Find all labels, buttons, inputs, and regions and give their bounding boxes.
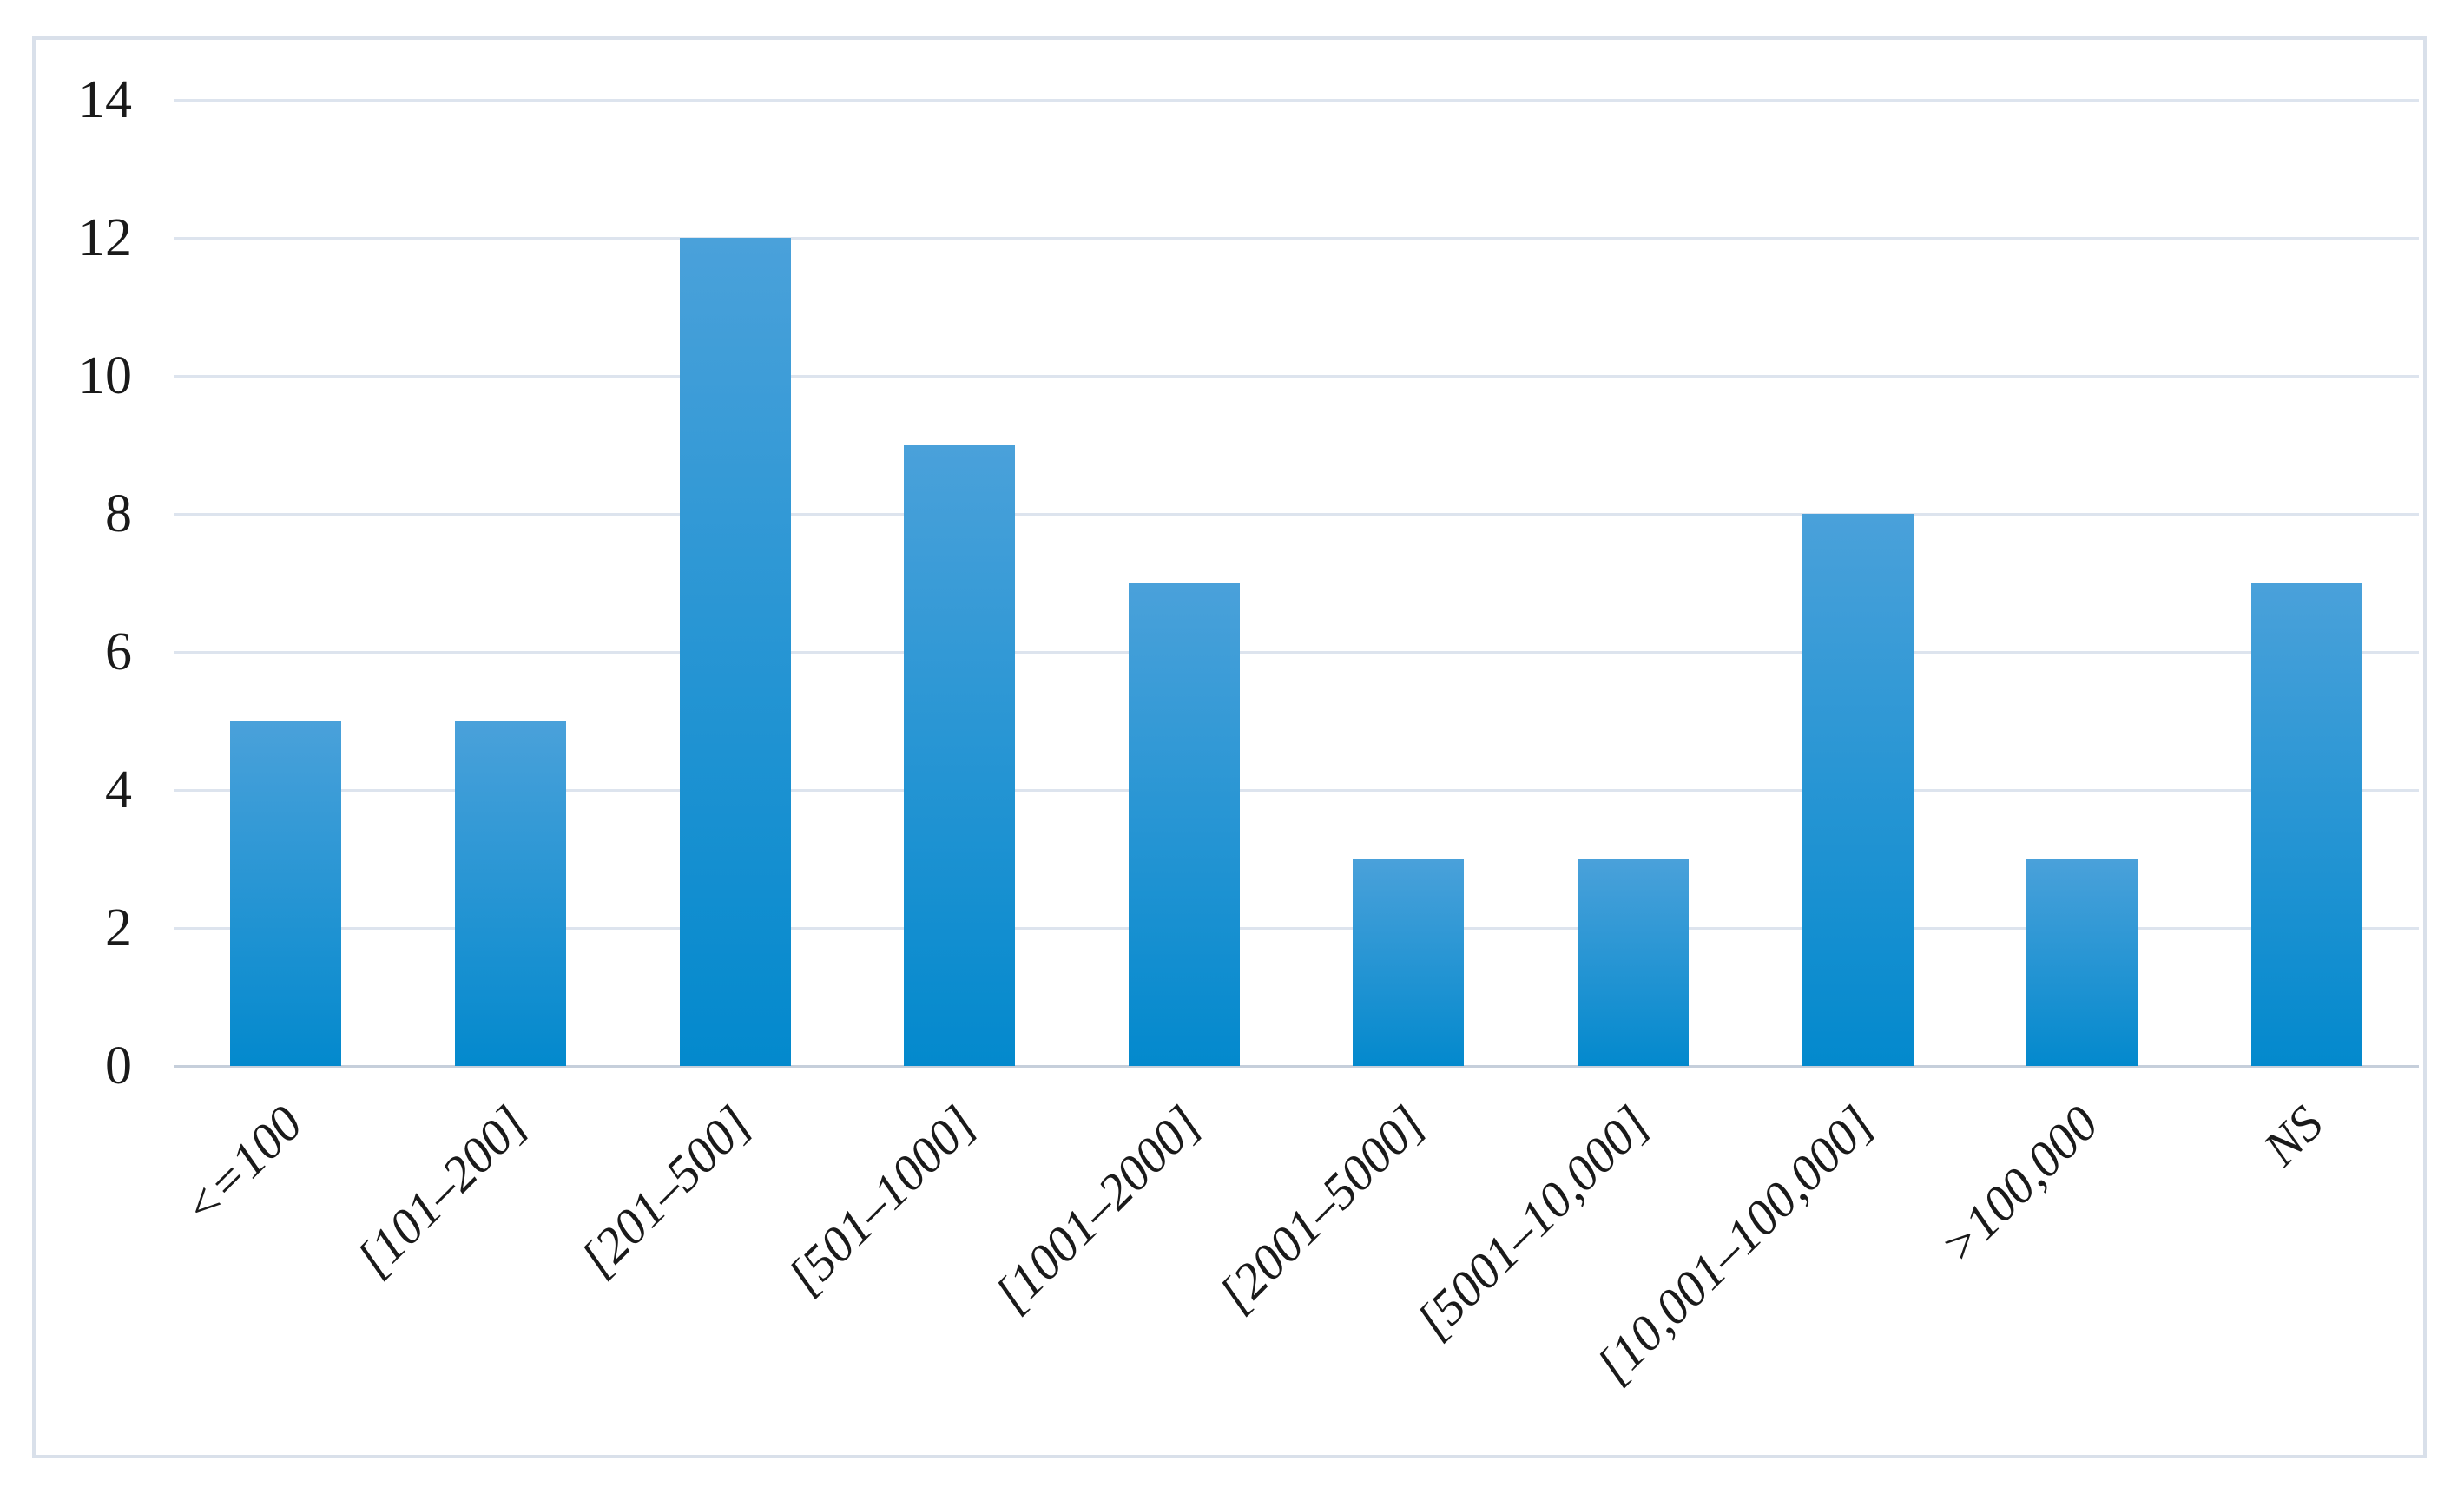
y-gridline bbox=[174, 651, 2419, 654]
x-axis-category-label: [2001–5000] bbox=[1208, 1095, 1436, 1323]
x-axis-category-label: [101–200] bbox=[345, 1095, 538, 1287]
bar bbox=[1353, 859, 1465, 1066]
y-axis-tick-label: 2 bbox=[105, 898, 132, 957]
x-axis-category-label: >100,000 bbox=[1929, 1095, 2110, 1275]
bar bbox=[2026, 859, 2138, 1066]
y-axis-tick-label: 10 bbox=[78, 346, 132, 405]
y-axis-tick-label: 6 bbox=[105, 622, 132, 681]
bar bbox=[2250, 582, 2362, 1066]
y-axis-tick-label: 8 bbox=[105, 484, 132, 543]
y-gridline bbox=[174, 789, 2419, 792]
y-gridline bbox=[174, 99, 2419, 102]
x-axis-line bbox=[174, 1065, 2419, 1068]
chart-frame: 0 2 4 6 8 10 12 14 <=100 [101–200] [201–500] [501–1… bbox=[32, 36, 2427, 1458]
y-gridline bbox=[174, 513, 2419, 516]
x-axis-category-label: [201–500] bbox=[570, 1095, 762, 1287]
plot-area: 0 2 4 6 8 10 12 14 <=100 [101–200] [201–500] [501–1… bbox=[36, 40, 2423, 1455]
x-axis-category-label: <=100 bbox=[171, 1095, 313, 1237]
bar bbox=[1802, 514, 1914, 1066]
bar bbox=[904, 444, 1016, 1066]
bar bbox=[454, 720, 566, 1066]
y-axis-tick-label: 12 bbox=[78, 208, 132, 267]
y-axis-tick-label: 4 bbox=[105, 760, 132, 819]
y-gridline bbox=[174, 237, 2419, 240]
x-axis-category-label: [1001–2000] bbox=[983, 1095, 1211, 1323]
x-axis-category-label: NS bbox=[2252, 1095, 2334, 1177]
bar bbox=[1128, 582, 1240, 1066]
x-axis-category-label: [5001–10,000] bbox=[1405, 1095, 1661, 1350]
bar bbox=[1577, 859, 1689, 1066]
y-axis-tick-label: 0 bbox=[105, 1036, 132, 1095]
y-gridline bbox=[174, 927, 2419, 930]
bar bbox=[679, 238, 791, 1066]
y-gridline bbox=[174, 375, 2419, 378]
x-axis-category-label: [501–1000] bbox=[776, 1095, 987, 1306]
y-axis-tick-label: 14 bbox=[78, 70, 132, 129]
bar bbox=[230, 720, 342, 1066]
